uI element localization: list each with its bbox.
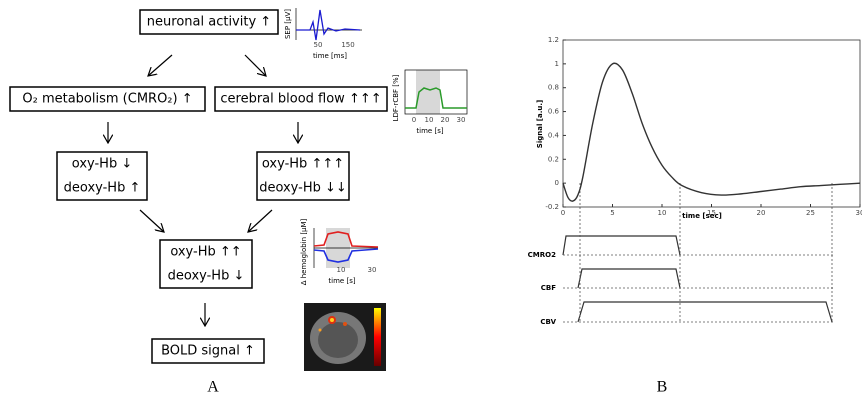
y-tick-label: 0.2 <box>548 155 559 163</box>
timing-traces <box>562 183 835 323</box>
node-box <box>256 151 350 201</box>
node-box <box>159 239 253 289</box>
node-text: deoxy-Hb ↑ <box>64 181 141 196</box>
node-text: oxy-Hb ↓ <box>72 157 132 172</box>
y-tick-label: 0.8 <box>548 84 559 92</box>
y-tick-label: 1 <box>555 60 559 68</box>
tick-label: 20 <box>441 116 450 124</box>
x-tick-label: 0 <box>561 209 565 217</box>
y-tick-label: 0.4 <box>548 131 560 139</box>
y-axis-label: Signal [a.u.] <box>536 100 544 148</box>
axis-label: SEP [µV] <box>284 9 292 39</box>
node-text: deoxy-Hb ↓↓ <box>259 181 347 196</box>
axis-label: time [s] <box>328 277 355 285</box>
node: BOLD signal ↑ <box>151 338 265 364</box>
x-tick-label: 5 <box>610 209 614 217</box>
arrows <box>108 54 298 326</box>
node-text: cerebral blood flow ↑↑↑ <box>220 92 381 107</box>
x-tick-label: 25 <box>806 209 815 217</box>
node-box <box>56 151 148 201</box>
node: oxy-Hb ↑↑ deoxy-Hb ↓ <box>159 239 253 289</box>
axis-label: time [s] <box>416 127 443 135</box>
node: neuronal activity ↑ <box>139 9 279 35</box>
x-tick-label: 30 <box>856 209 862 217</box>
node: oxy-Hb ↓ deoxy-Hb ↑ <box>56 151 148 201</box>
tick-label: 0 <box>412 116 416 124</box>
node-box <box>139 9 279 35</box>
y-tick-label: -0.2 <box>545 203 559 211</box>
node-text: neuronal activity ↑ <box>147 15 271 30</box>
signal-line <box>562 62 861 202</box>
tick-label: 30 <box>368 266 377 274</box>
node-box <box>214 86 388 112</box>
tick-label: 30 <box>457 116 466 124</box>
trace-label: CMRO2 <box>528 251 556 259</box>
sep-inset: 50 150 time [ms] SEP [µV] <box>284 8 362 60</box>
node-text: deoxy-Hb ↓ <box>168 269 245 284</box>
node-text: O₂ metabolism (CMRO₂) ↑ <box>22 92 192 107</box>
node-text: oxy-Hb ↑↑↑ <box>262 157 344 172</box>
axis-label: Δ hemoglobin [µM] <box>300 218 308 285</box>
tick-label: 50 <box>314 41 323 49</box>
panel-label: A <box>207 379 219 396</box>
x-tick-label: 10 <box>658 209 667 217</box>
x-tick-label: 15 <box>707 209 716 217</box>
node-text: oxy-Hb ↑↑ <box>170 245 241 260</box>
y-tick-label: 0.6 <box>548 108 560 116</box>
x-axis-label: time [sec] <box>682 212 722 220</box>
tick-label: 10 <box>425 116 434 124</box>
trace-label: CBV <box>540 318 556 326</box>
tick-label: 150 <box>341 41 354 49</box>
node: oxy-Hb ↑↑↑ deoxy-Hb ↓↓ <box>256 151 350 201</box>
axis-label: LDF-rCBF [%] <box>392 74 400 121</box>
node: O₂ metabolism (CMRO₂) ↑ <box>9 86 206 112</box>
y-tick-label: 1.2 <box>548 36 559 44</box>
y-tick-label: 0 <box>555 179 559 187</box>
panel-label: B <box>657 379 668 396</box>
plot-frame <box>562 39 861 208</box>
node: cerebral blood flow ↑↑↑ <box>214 86 388 112</box>
trace-label: CBF <box>541 284 556 292</box>
tick-label: 10 <box>337 266 346 274</box>
x-tick-label: 20 <box>757 209 766 217</box>
axis-label: time [ms] <box>313 52 347 60</box>
ldf-inset: 0 10 20 30 time [s] LDF-rCBF [%] <box>392 69 468 135</box>
node-text: BOLD signal ↑ <box>161 344 255 359</box>
node-box <box>9 86 206 112</box>
hemoglobin-inset: 10 30 time [s] Δ hemoglobin [µM] <box>300 218 379 285</box>
mri-image <box>304 303 386 371</box>
node-box <box>151 338 265 364</box>
